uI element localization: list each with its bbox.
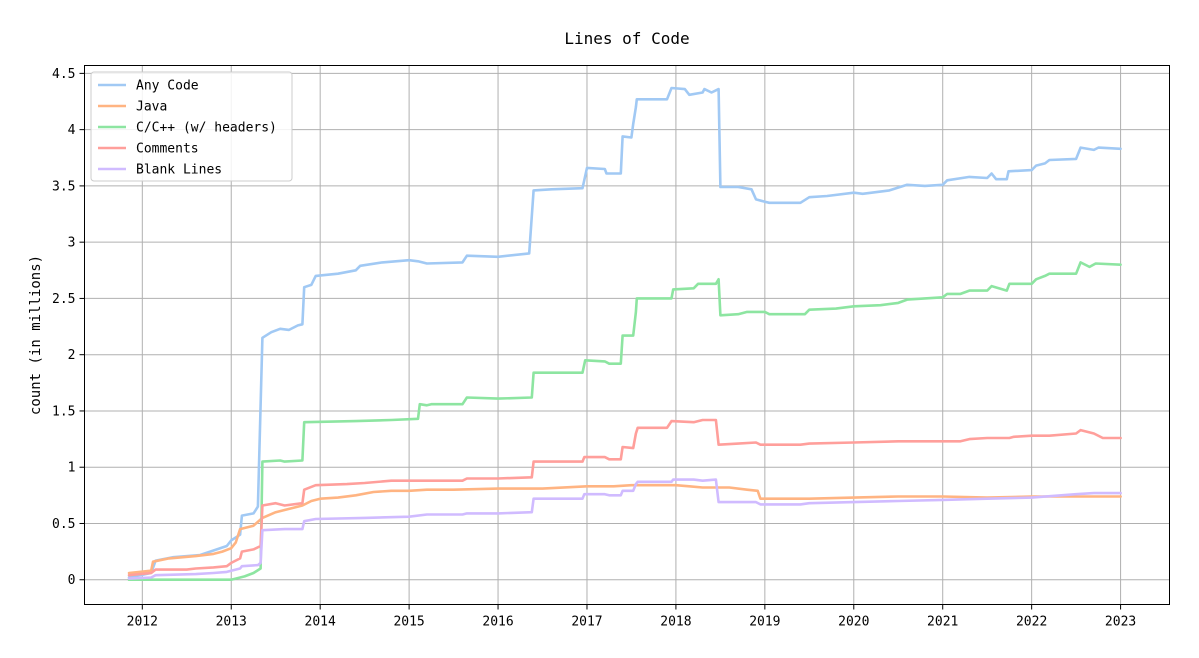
series-line-3 [127, 418, 1122, 577]
y-tick-label: 2.5 [52, 292, 75, 307]
y-tick-label: 1 [68, 461, 76, 476]
legend: Any Code Java C/C++ (w/ headers) Comments Bl… [90, 71, 293, 182]
x-tick-label: 2021 [927, 615, 958, 630]
y-tick-label: 4 [68, 123, 76, 138]
axis-ticks: 2012 2013 2014 2015 2016 2017 2018 2019 2020 2021… [52, 67, 1136, 630]
x-tick-label: 2012 [127, 615, 158, 630]
plot-area [127, 86, 1122, 581]
y-tick-label: 1.5 [52, 404, 75, 419]
legend-label: Comments [136, 142, 199, 157]
x-tick-label: 2015 [393, 615, 424, 630]
x-tick-label: 2019 [749, 615, 780, 630]
y-tick-label: 0 [68, 573, 76, 588]
y-tick-label: 2 [68, 348, 76, 363]
y-axis-label: count (in millions) [28, 255, 44, 415]
chart-title: Lines of Code [564, 29, 689, 48]
series-line-2 [127, 261, 1122, 581]
grid-lines [84, 65, 1170, 605]
x-tick-label: 2013 [216, 615, 247, 630]
legend-label: Blank Lines [136, 163, 222, 178]
legend-box [90, 71, 293, 182]
x-tick-label: 2022 [1016, 615, 1047, 630]
y-tick-label: 3 [68, 236, 76, 251]
plot-frame [84, 65, 1170, 605]
x-tick-label: 2017 [571, 615, 602, 630]
y-tick-label: 0.5 [52, 517, 75, 532]
x-tick-label: 2014 [305, 615, 336, 630]
x-tick-label: 2016 [482, 615, 513, 630]
x-tick-label: 2023 [1105, 615, 1136, 630]
series-line-4 [127, 478, 1122, 580]
x-tick-label: 2020 [838, 615, 869, 630]
legend-label: C/C++ (w/ headers) [136, 121, 277, 136]
legend-label: Any Code [136, 79, 199, 94]
series-line-1 [127, 483, 1122, 575]
y-tick-label: 4.5 [52, 67, 75, 82]
x-tick-label: 2018 [660, 615, 691, 630]
series-line-0 [127, 86, 1122, 579]
legend-label: Java [136, 100, 167, 115]
y-tick-label: 3.5 [52, 179, 75, 194]
